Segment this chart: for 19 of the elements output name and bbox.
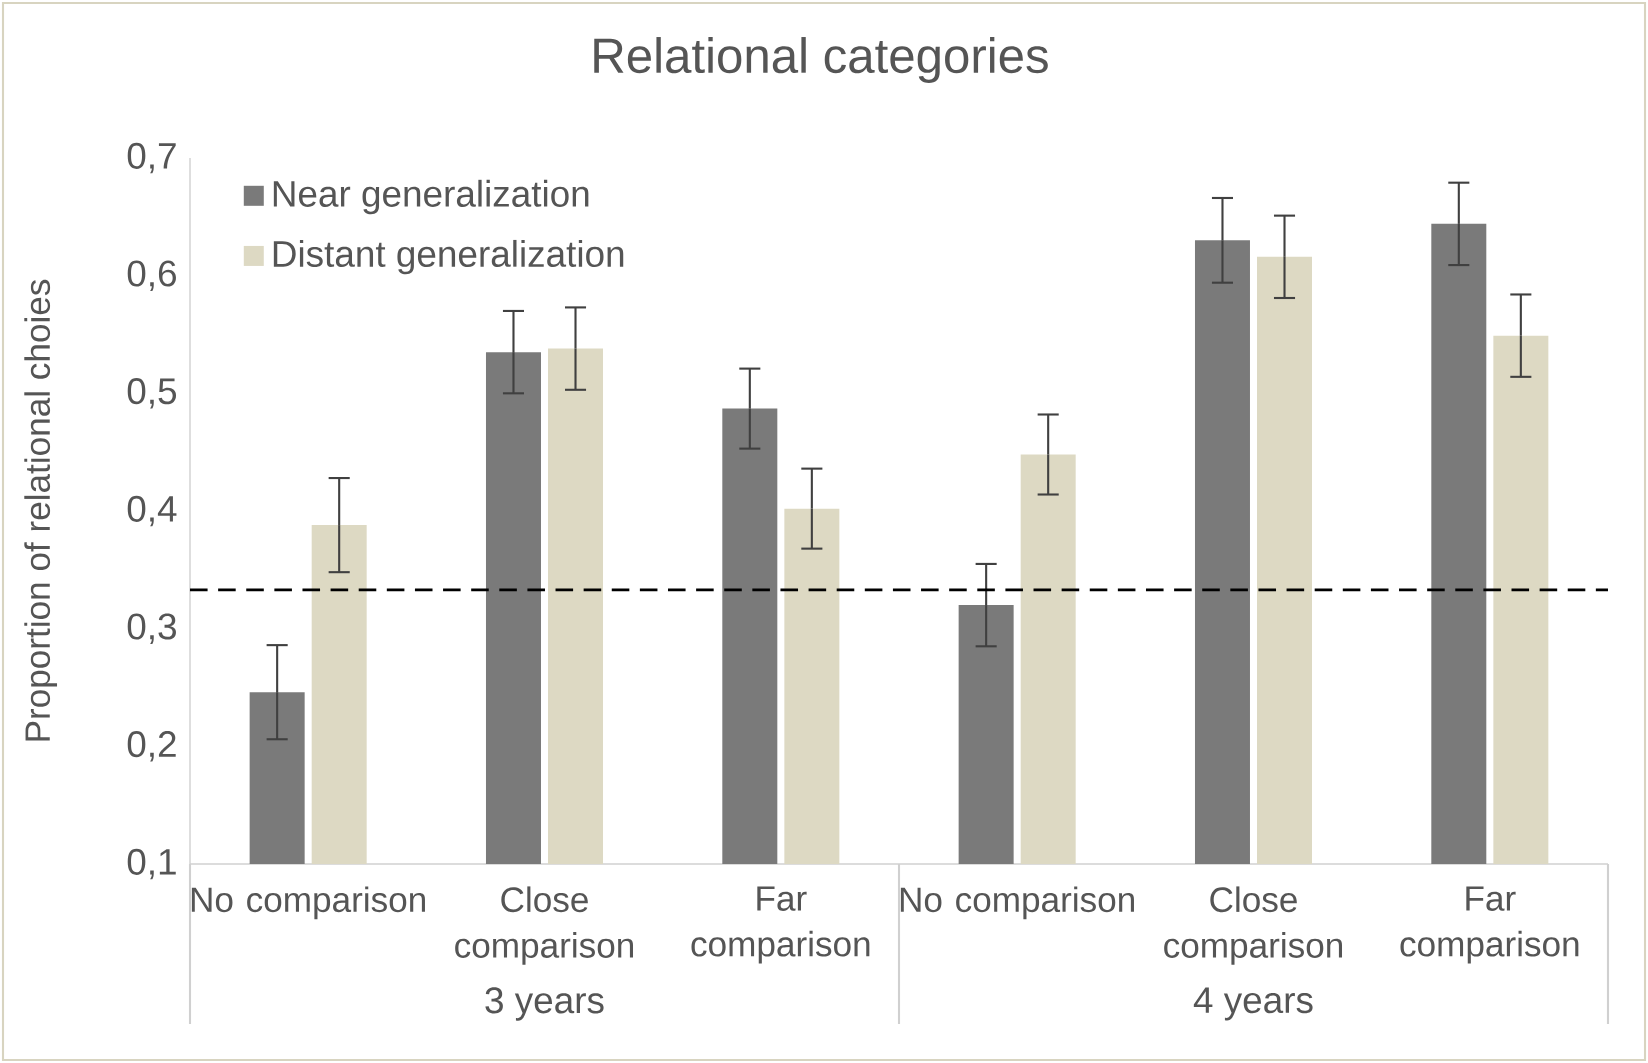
x-tick-label: Close comparison bbox=[455, 886, 634, 965]
x-tick-label: Close comparison bbox=[1164, 886, 1343, 965]
y-tick-label: 0,3 bbox=[127, 613, 176, 644]
text: 4 years bbox=[1193, 987, 1313, 1021]
legend-label: Distant generalization bbox=[273, 239, 624, 275]
text: 3 years bbox=[485, 987, 604, 1021]
y-tick-label: 0,6 bbox=[127, 260, 176, 291]
y-tick-label: 0,2 bbox=[127, 731, 176, 762]
chart-title: Relational categories bbox=[594, 37, 1048, 83]
y-tick-label: 0,5 bbox=[127, 378, 177, 409]
x-tick-label: Far comparison bbox=[1400, 886, 1579, 964]
y-tick-label: 0,4 bbox=[127, 495, 177, 527]
y-tick-label: 0,7 bbox=[127, 142, 176, 174]
x-tick-label: No comparison bbox=[191, 886, 425, 920]
y-axis-title: Proportion of relational choies bbox=[24, 279, 58, 741]
legend-label: Near generalization bbox=[273, 179, 589, 215]
x-tick-label: Far comparison bbox=[691, 886, 870, 964]
x-tick-label: No comparison bbox=[900, 886, 1134, 920]
y-tick-label: 0,1 bbox=[127, 848, 176, 880]
